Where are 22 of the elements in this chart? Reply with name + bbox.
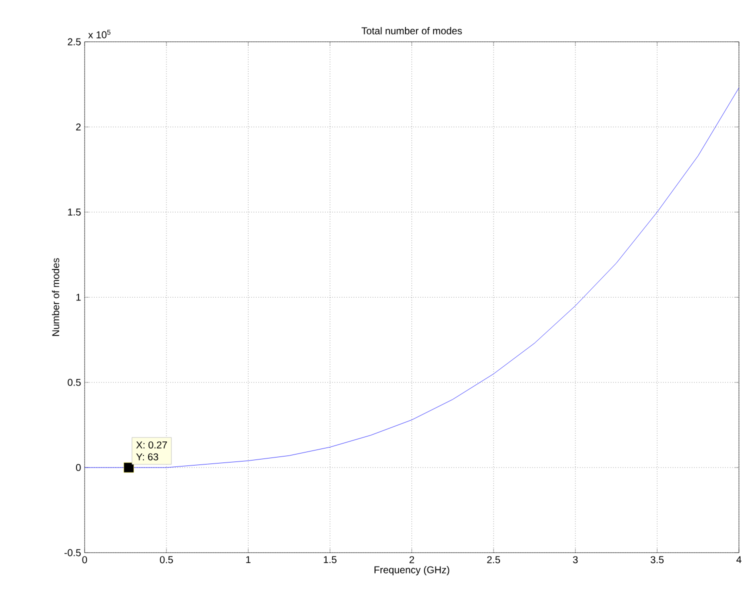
- y-tick-label: 0: [76, 464, 81, 471]
- x-tick-label: 3: [572, 556, 578, 564]
- annotation: Y: 63: [136, 453, 158, 460]
- x-tick-label: 1: [246, 556, 251, 563]
- x-tick-label: 0.5: [160, 556, 173, 564]
- y-tick-label: 1.5: [68, 208, 81, 216]
- y-tick-label: 0.5: [68, 378, 81, 386]
- chart-title: Total number of modes: [362, 26, 462, 34]
- x-tick-label: 0: [82, 556, 88, 564]
- annotation: X: 0.27: [136, 441, 167, 448]
- x-tick-label: 4: [736, 556, 742, 563]
- x-tick-label: 2.5: [487, 556, 500, 564]
- y-tick-label: 1: [76, 294, 81, 300]
- x-tick-label: 3.5: [650, 556, 664, 564]
- text: x 10$^{5}$: [88, 30, 110, 38]
- y-tick-label: 2.5: [68, 38, 81, 46]
- y-tick-label: -0.5: [64, 548, 81, 556]
- y-tick-label: 2: [76, 123, 81, 130]
- x-axis-title: Frequency (GHz): [374, 566, 450, 576]
- x-tick-label: 2: [410, 556, 414, 563]
- y-axis-title: Number of modes: [52, 258, 60, 336]
- x-tick-label: 1.5: [324, 556, 336, 563]
